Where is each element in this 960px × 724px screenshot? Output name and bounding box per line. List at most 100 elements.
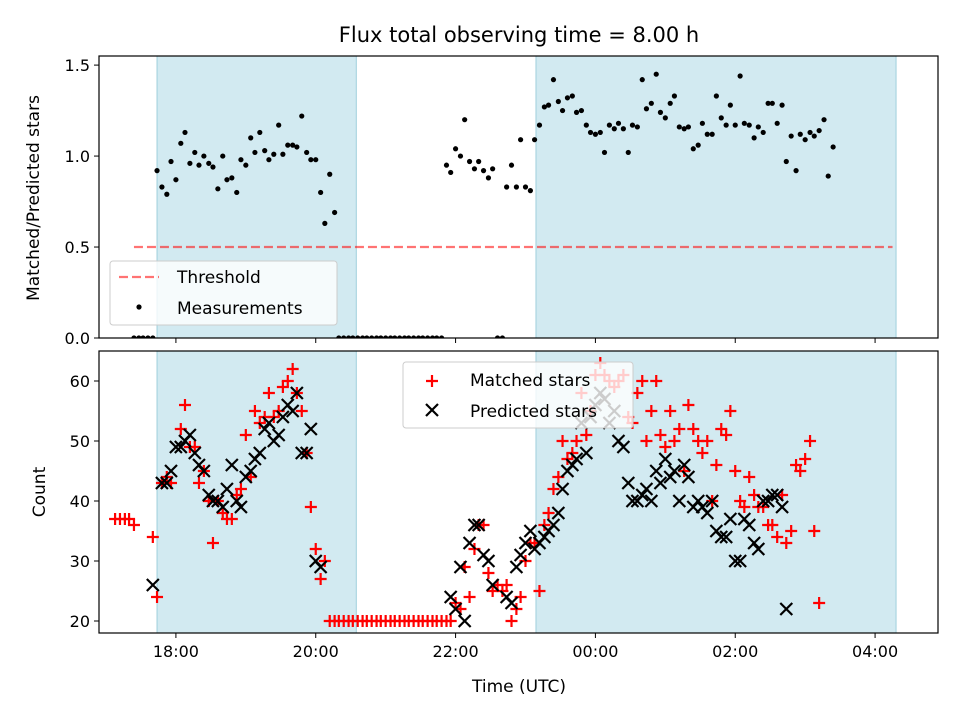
data-point <box>780 537 793 549</box>
data-point <box>672 494 687 508</box>
data-point <box>523 524 538 538</box>
data-point <box>188 446 202 460</box>
data-point <box>257 129 263 136</box>
data-point <box>429 335 436 338</box>
data-point <box>178 399 191 411</box>
data-point <box>210 164 216 170</box>
data-point <box>811 133 817 139</box>
data-point <box>513 184 520 190</box>
data-point <box>538 519 551 531</box>
data-point <box>196 162 202 168</box>
data-point <box>616 440 631 454</box>
data-point <box>761 494 775 508</box>
data-point <box>635 488 650 502</box>
data-point <box>304 149 310 156</box>
data-point <box>732 122 738 128</box>
data-point <box>314 573 327 585</box>
data-point <box>775 500 789 514</box>
data-point <box>364 335 370 338</box>
data-point <box>285 142 291 148</box>
data-point <box>769 100 775 106</box>
data-point <box>668 435 681 447</box>
data-point <box>453 560 468 574</box>
data-point <box>559 107 566 114</box>
data-point <box>215 500 230 514</box>
data-point <box>760 129 766 136</box>
data-point <box>634 124 640 130</box>
data-point <box>438 335 445 338</box>
data-point <box>313 560 328 574</box>
data-point <box>541 104 547 110</box>
data-point <box>234 189 240 196</box>
data-point <box>248 405 261 417</box>
data-point <box>569 93 575 99</box>
y-tick-label: 0.5 <box>65 238 90 257</box>
data-point <box>229 494 244 508</box>
data-point <box>485 578 500 592</box>
data-point <box>713 93 719 99</box>
data-point <box>467 518 482 532</box>
data-point <box>531 137 538 143</box>
data-point <box>821 117 827 123</box>
data-point <box>257 422 272 436</box>
data-point <box>308 157 314 163</box>
data-point <box>719 530 733 544</box>
data-point <box>146 531 159 543</box>
data-point <box>140 335 146 338</box>
top-y-axis-label: Matched/Predicted stars <box>24 95 44 301</box>
data-point <box>704 131 710 137</box>
data-point <box>322 220 328 226</box>
data-point <box>471 166 478 172</box>
data-point <box>718 115 724 121</box>
data-point <box>271 151 277 157</box>
data-point <box>411 335 417 338</box>
data-point <box>504 596 519 610</box>
data-point <box>420 335 426 338</box>
y-tick-label: 1.5 <box>65 56 90 75</box>
data-point <box>482 567 495 579</box>
data-point <box>299 446 314 460</box>
x-tick-label: 00:00 <box>572 642 618 661</box>
data-point <box>659 441 672 453</box>
data-point <box>662 115 668 121</box>
bottom-y-axis-label: Count <box>30 466 50 517</box>
data-point <box>709 131 715 137</box>
data-point <box>724 405 737 417</box>
data-point <box>220 482 234 496</box>
data-point <box>648 100 654 106</box>
data-point <box>206 160 212 166</box>
data-point <box>387 335 394 338</box>
data-point <box>816 127 822 134</box>
data-point <box>779 102 785 108</box>
data-point <box>738 501 751 513</box>
data-point <box>696 447 709 459</box>
observing-window-1 <box>156 351 357 633</box>
legend-matched-label: Matched stars <box>470 371 590 391</box>
data-point <box>280 151 286 157</box>
data-point <box>243 162 249 168</box>
data-point <box>248 135 254 141</box>
data-point <box>192 149 198 156</box>
data-point <box>160 476 174 490</box>
data-point <box>168 158 174 165</box>
data-point <box>151 591 164 603</box>
x-tick-label: 02:00 <box>712 642 758 661</box>
data-point <box>336 335 342 338</box>
data-point <box>229 175 235 181</box>
data-point <box>463 591 476 603</box>
data-point <box>318 555 331 567</box>
data-point <box>654 429 667 441</box>
legend-box <box>402 361 634 429</box>
data-point <box>774 120 780 126</box>
legend-predicted-swatch <box>425 403 439 417</box>
data-point <box>785 525 798 537</box>
data-point <box>215 186 221 192</box>
data-point <box>224 177 230 183</box>
data-point <box>770 488 784 502</box>
data-point <box>611 126 617 132</box>
data-point <box>569 452 584 466</box>
data-point <box>615 120 622 126</box>
data-point <box>220 153 226 159</box>
data-point <box>499 335 506 338</box>
data-point <box>178 140 184 146</box>
